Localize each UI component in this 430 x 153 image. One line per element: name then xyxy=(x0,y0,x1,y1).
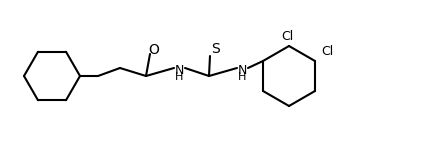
Text: Cl: Cl xyxy=(321,45,333,58)
Text: H: H xyxy=(175,72,183,82)
Text: S: S xyxy=(211,42,219,56)
Text: N: N xyxy=(174,63,184,76)
Text: N: N xyxy=(237,63,247,76)
Text: Cl: Cl xyxy=(281,30,293,43)
Text: H: H xyxy=(238,72,246,82)
Text: O: O xyxy=(148,43,160,57)
